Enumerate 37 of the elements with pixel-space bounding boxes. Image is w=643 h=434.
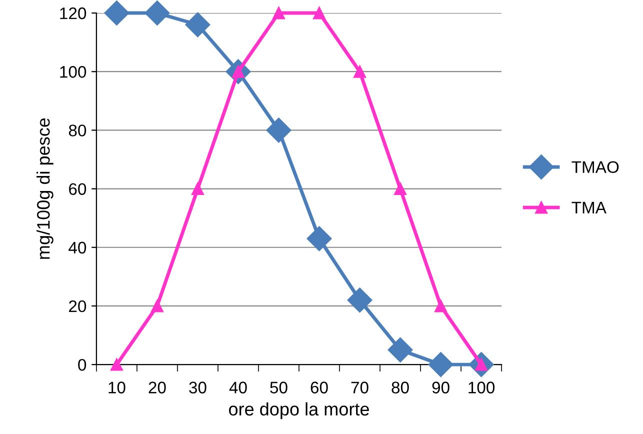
- x-tick-label: 60: [310, 382, 328, 394]
- point: [150, 300, 164, 312]
- x-tick-label: 50: [270, 382, 288, 394]
- x-tick-label: 20: [148, 382, 166, 394]
- point: [428, 352, 454, 378]
- point: [313, 6, 326, 20]
- legend-label: TMA: [572, 202, 606, 214]
- x-tick-label: 30: [189, 382, 206, 394]
- point: [272, 6, 285, 20]
- x-tick-label: 10: [108, 382, 126, 394]
- y-tick-label: 40: [68, 242, 86, 254]
- point: [394, 182, 407, 196]
- point: [347, 288, 372, 313]
- legend-label: TMAO: [572, 161, 619, 173]
- y-tick-label: 120: [60, 7, 86, 20]
- point: [306, 226, 332, 252]
- x-tick-label: 40: [229, 382, 247, 394]
- point: [144, 0, 170, 26]
- point: [388, 337, 413, 362]
- x-tick-label: 70: [351, 382, 368, 394]
- point: [354, 65, 366, 78]
- y-tick-label: 80: [68, 124, 86, 136]
- point: [185, 12, 210, 38]
- x-axis-title: ore dopo la morte: [229, 402, 369, 420]
- y-axis-title: mg/100g di pesce: [36, 118, 54, 259]
- point: [434, 300, 448, 312]
- x-tick-label: 100: [468, 382, 495, 394]
- y-tick-label: 60: [69, 183, 86, 195]
- point: [110, 358, 123, 371]
- point: [191, 182, 204, 196]
- y-tick-label: 100: [60, 66, 86, 78]
- point: [104, 0, 130, 26]
- y-tick-label: 20: [69, 300, 86, 312]
- x-tick-label: 90: [432, 382, 450, 394]
- y-tick-label: 0: [78, 358, 86, 371]
- x-tick-label: 80: [392, 382, 409, 394]
- point: [266, 118, 292, 143]
